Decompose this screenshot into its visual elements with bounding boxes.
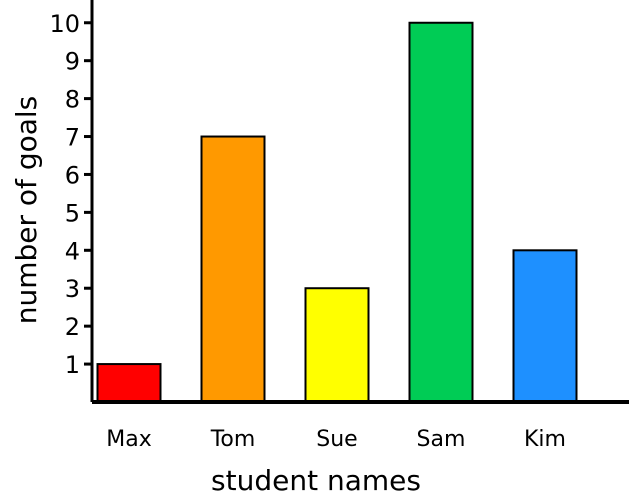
axes-layer <box>90 0 629 404</box>
y-tick-label: 6 <box>65 161 80 189</box>
y-tick-label: 1 <box>65 351 80 379</box>
y-tick-label: 10 <box>49 10 80 38</box>
bars-layer <box>96 21 578 404</box>
y-axis-title: number of goals <box>10 96 43 325</box>
x-category-label-sam: Sam <box>417 427 466 452</box>
x-category-label-max: Max <box>106 427 151 452</box>
x-axis-title: student names <box>211 464 421 497</box>
y-tick-label: 4 <box>65 237 80 265</box>
y-tick-label: 2 <box>65 313 80 341</box>
bar-kim <box>512 249 578 403</box>
y-tick-label: 5 <box>65 199 80 227</box>
y-ticks-layer: 1 2 3 4 5 6 7 8 9 10 <box>49 10 92 379</box>
bar-tom <box>200 135 266 404</box>
x-category-labels: Max Tom Sue Sam Kim <box>106 427 566 452</box>
y-tick-label: 7 <box>65 124 80 152</box>
y-tick-label: 8 <box>65 86 80 114</box>
bar-max <box>96 363 162 403</box>
x-category-label-tom: Tom <box>210 427 256 452</box>
bar-sam <box>408 21 474 403</box>
x-category-label-kim: Kim <box>524 427 566 452</box>
y-tick-label: 9 <box>65 48 80 76</box>
bar-sue <box>304 287 370 403</box>
y-tick-label: 3 <box>65 275 80 303</box>
x-category-label-sue: Sue <box>316 427 357 452</box>
